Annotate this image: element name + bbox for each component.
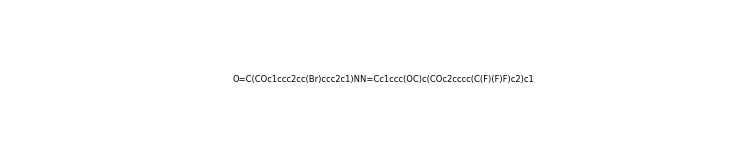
Text: O=C(COc1ccc2cc(Br)ccc2c1)NN=Cc1ccc(OC)c(COc2cccc(C(F)(F)F)c2)c1: O=C(COc1ccc2cc(Br)ccc2c1)NN=Cc1ccc(OC)c(… [233, 75, 534, 84]
